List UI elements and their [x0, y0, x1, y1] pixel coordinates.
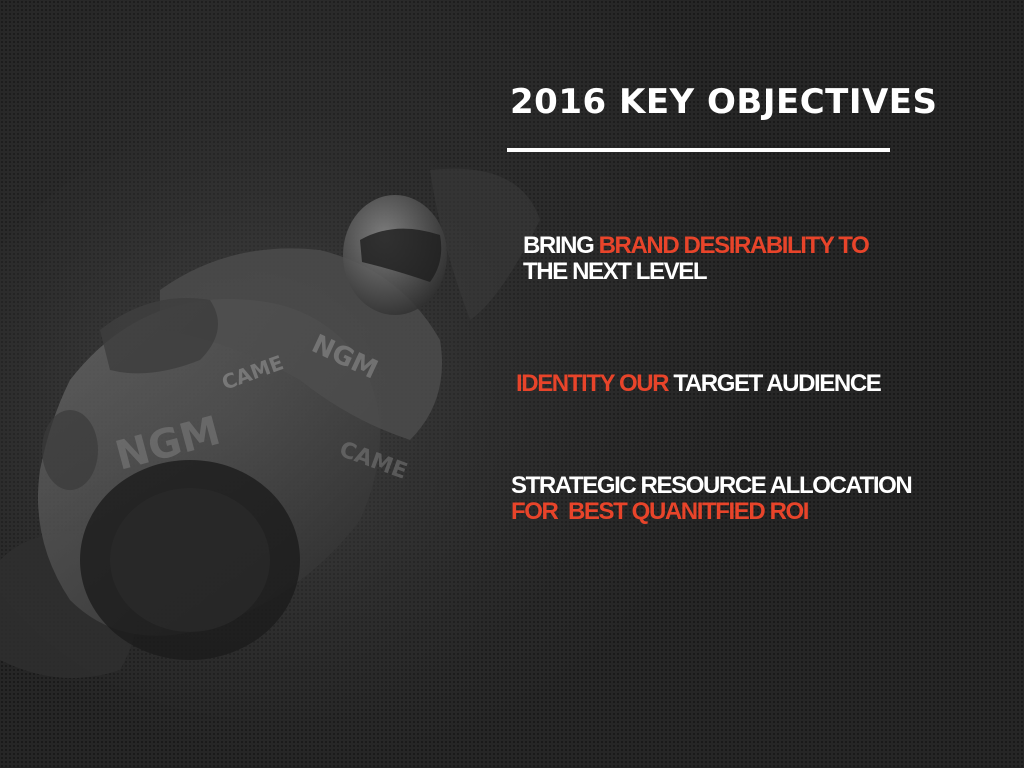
- title-underline: [507, 148, 890, 152]
- objective-brand-desirability: BRING BRAND DESIRABILITY TO THE NEXT LEV…: [523, 232, 870, 285]
- objective-3-plain: STRATEGIC RESOURCE ALLOCATION: [511, 472, 913, 499]
- objective-2-plain: TARGET AUDIENCE: [673, 370, 881, 397]
- objective-1-accent: BRAND DESIRABILITY TO: [598, 232, 870, 259]
- slide-title: 2016 KEY OBJECTIVES: [510, 82, 938, 122]
- objective-1-plain: BRING: [523, 232, 595, 259]
- objective-3-accent: FOR BEST QUANITFIED ROI: [511, 498, 809, 525]
- objective-1-line2: THE NEXT LEVEL: [523, 258, 707, 285]
- objective-2-accent: IDENTITY OUR: [516, 370, 670, 397]
- objective-resource-allocation: STRATEGIC RESOURCE ALLOCATION FOR BEST Q…: [511, 472, 913, 525]
- objective-target-audience: IDENTITY OUR TARGET AUDIENCE: [516, 370, 882, 397]
